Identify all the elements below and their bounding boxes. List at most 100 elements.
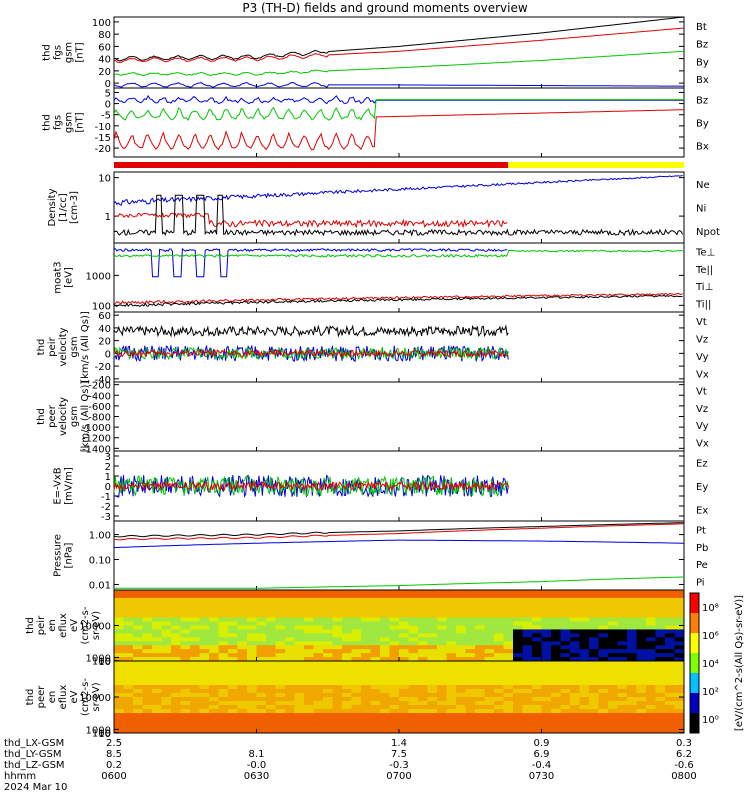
spectrogram-cell	[598, 685, 609, 690]
spectrogram-cell	[389, 665, 400, 670]
spectrogram-cell	[161, 645, 172, 650]
spectrogram-cell	[446, 625, 457, 630]
spectrogram-cell	[199, 629, 210, 634]
spectrogram-cell	[275, 689, 286, 694]
spectrogram-cell	[465, 701, 476, 706]
spectrogram-cell	[190, 705, 200, 710]
spectrogram-cell	[446, 713, 457, 718]
spectrogram-cell	[522, 641, 533, 646]
spectrogram-cell	[617, 713, 628, 718]
spectrogram-cell	[636, 641, 647, 646]
spectrogram-cell	[380, 721, 390, 726]
spectrogram-cell	[218, 621, 229, 626]
spectrogram-cell	[560, 617, 571, 623]
spectrogram-cell	[494, 709, 504, 714]
spectrogram-cell	[266, 729, 276, 734]
spectrogram-cell	[304, 641, 314, 646]
spectrogram-cell	[171, 641, 181, 646]
panel-3-ylabel: [1/cc]	[58, 193, 69, 222]
spectrogram-cell	[589, 633, 599, 638]
spectrogram-cell	[418, 641, 428, 646]
spectrogram-cell	[389, 649, 400, 654]
spectrogram-cell	[380, 665, 390, 670]
spectrogram-cell	[180, 713, 191, 718]
spectrogram-cell	[228, 625, 238, 630]
x-row-value: 0630	[244, 771, 269, 782]
spectrogram-cell	[589, 717, 599, 722]
spectrogram-cell	[418, 605, 428, 611]
spectrogram-cell	[655, 629, 666, 634]
spectrogram-cell	[361, 597, 371, 603]
spectrogram-cell	[304, 697, 314, 702]
spectrogram-cell	[209, 701, 219, 706]
spectrogram-cell	[266, 689, 276, 694]
spectrogram-cell	[380, 693, 390, 698]
spectrogram-cell	[513, 605, 523, 611]
spectrogram-cell	[608, 609, 618, 615]
spectrogram-cell	[427, 709, 438, 714]
spectrogram-cell	[541, 697, 552, 702]
spectrogram-cell	[665, 593, 675, 599]
spectrogram-cell	[494, 729, 504, 734]
spectrogram-cell	[570, 689, 580, 694]
spectrogram-cell	[370, 609, 381, 615]
spectrogram-cell	[313, 601, 324, 607]
panel-1-ylabel: fgs	[53, 115, 64, 130]
spectrogram-cell	[266, 625, 276, 630]
spectrogram-cell	[218, 590, 229, 595]
spectrogram-cell	[674, 597, 685, 603]
spectrogram-cell	[437, 661, 447, 666]
spectrogram-cell	[418, 689, 428, 694]
spectrogram-cell	[323, 657, 333, 662]
spectrogram-cell	[541, 729, 552, 734]
spectrogram-cell	[608, 653, 618, 658]
spectrogram-cell	[608, 649, 618, 654]
spectrogram-cell	[513, 609, 523, 615]
spectrogram-cell	[133, 705, 143, 710]
spectrogram-cell	[579, 617, 590, 623]
spectrogram-cell	[579, 729, 590, 734]
spectrogram-cell	[323, 717, 333, 722]
spectrogram-cell	[275, 653, 286, 658]
spectrogram-cell	[532, 717, 542, 722]
spectrogram-cell	[247, 689, 257, 694]
spectrogram-cell	[361, 685, 371, 690]
spectrogram-cell	[646, 605, 656, 611]
spectrogram-cell	[475, 613, 485, 619]
spectrogram-cell	[598, 590, 609, 595]
spectrogram-cell	[437, 605, 447, 611]
spectrogram-cell	[209, 637, 219, 642]
spectrogram-cell	[370, 617, 381, 623]
panel-5-ytick-label: 20	[98, 337, 111, 348]
spectrogram-cell	[171, 681, 181, 686]
spectrogram-cell	[475, 665, 485, 670]
spectrogram-cell	[570, 697, 580, 702]
spectrogram-cell	[627, 681, 637, 686]
spectrogram-cell	[313, 717, 324, 722]
spectrogram-cell	[408, 669, 419, 674]
spectrogram-cell	[494, 689, 504, 694]
spectrogram-cell	[494, 677, 504, 682]
spectrogram-cell	[541, 625, 552, 630]
spectrogram-cell	[503, 657, 514, 662]
spectrogram-cell	[114, 665, 124, 670]
spectrogram-cell	[171, 617, 181, 623]
spectrogram-cell	[304, 613, 314, 619]
spectrogram-cell	[646, 705, 656, 710]
spectrogram-cell	[332, 625, 343, 630]
spectrogram-cell	[418, 709, 428, 714]
spectrogram-cell	[171, 729, 181, 734]
spectrogram-cell	[228, 685, 238, 690]
spectrogram-cell	[142, 713, 153, 718]
spectrogram-cell	[342, 713, 352, 718]
spectrogram-cell	[475, 721, 485, 726]
spectrogram-cell	[389, 657, 400, 662]
spectrogram-cell	[199, 677, 210, 682]
ion-velocity-line-2	[113, 348, 509, 359]
spectrogram-cell	[541, 713, 552, 718]
spectrogram-cell	[275, 617, 286, 623]
spectrogram-cell	[636, 721, 647, 726]
spectrogram-cell	[237, 725, 248, 730]
spectrogram-cell	[285, 645, 295, 650]
x-row-value: 0700	[386, 771, 411, 782]
